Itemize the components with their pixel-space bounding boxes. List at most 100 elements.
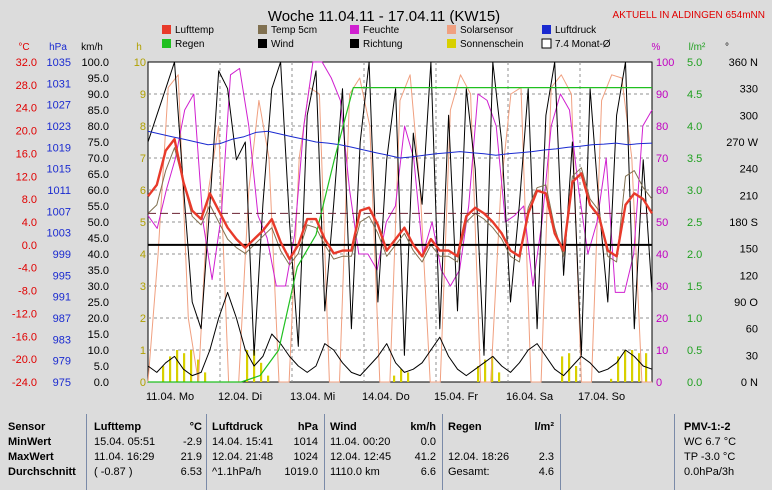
direction-tick-label: 30 [746,350,758,362]
x-tick-label: 17.04. So [578,391,625,403]
wind-tick-label: 15.0 [88,329,109,341]
direction-tick-label: 240 [740,164,758,176]
legend-label: Regen [175,39,204,50]
pressure-tick-label: 1023 [47,121,71,133]
temp-tick-label: 24.0 [16,103,37,115]
humidity-tick-label: 70 [656,153,668,165]
luftdruck-avg-value: 1019.0 [284,466,318,478]
humidity-tick-label: 80 [656,121,668,133]
pressure-tick-label: 1015 [47,164,71,176]
sun-tick-label: 4 [140,249,146,261]
series-layer [147,61,654,383]
lufttemp-max-value: 21.9 [180,451,202,463]
max-label: MaxWert [8,451,54,463]
lufttemp-avg-note: ( -0.87 ) [94,466,133,478]
pressure-tick-label: 1003 [47,228,71,240]
legend-label: Richtung [363,39,402,50]
luftdruck-unit: hPa [297,421,318,433]
lufttemp-column: Lufttemp °C 15.04. 05:51 -2.9 11.04. 16:29… [94,420,202,480]
humidity-tick-label: 40 [656,249,668,261]
sunshine-bar [610,378,613,382]
sun-tick-label: 2 [140,313,146,325]
wind-tick-label: 90.0 [88,89,109,101]
pressure-tick-label: 1035 [47,57,71,69]
wind-tick-label: 95.0 [88,73,109,85]
unit-percent: % [652,42,661,53]
sunshine-bar [190,350,193,382]
sensor-header: Sensor [8,421,46,433]
current-location-note: AKTUELL IN ALDINGEN 654mNN [613,10,765,21]
sunshine-bar [204,372,207,382]
wind-tick-label: 25.0 [88,297,109,309]
wind-min-time: 11.04. 00:20 [330,436,391,448]
legend-label: 7.4 Monat-Ø [555,39,611,50]
rain-tick-label: 1.0 [687,313,702,325]
sun-tick-label: 10 [134,57,146,69]
pressure-tick-label: 1011 [47,185,71,197]
wind-tick-label: 80.0 [88,121,109,133]
direction-tick-label: 330 [740,84,758,96]
x-tick-label: 11.04. Mo [146,391,194,403]
lufttemp-header: Lufttemp [94,421,142,433]
wind-tick-label: 0.0 [94,377,109,389]
x-axis-labels: 11.04. Mo 12.04. Di 13.04. Mi 14.04. Do 15.0… [146,391,625,403]
pressure-tick-label: 995 [53,270,71,282]
wind-tick-label: 85.0 [88,105,109,117]
unit-kmh: km/h [81,42,103,53]
temp-tick-label: 0.0 [22,240,37,252]
lufttemp-min-time: 15.04. 05:51 [94,436,156,448]
wind-distance: 1110.0 km [330,466,380,478]
legend-label: Luftdruck [555,25,597,36]
temp-tick-label: -20.0 [12,354,37,366]
legend-swatch [162,39,171,48]
x-tick-label: 16.04. Sa [506,391,554,403]
stats-table: Sensor MinWert MaxWert Durchschnitt Luft… [0,414,772,490]
x-tick-label: 14.04. Do [362,391,410,403]
pressure-line [147,130,653,159]
sunshine-bar [568,353,571,382]
wind-header: Wind [330,421,357,433]
sunshine-bar [638,353,641,382]
humidity-line [147,61,653,293]
rain-tick-label: 1.5 [687,281,702,293]
wind-tick-label: 55.0 [88,201,109,213]
sunshine-bar [645,353,648,382]
temp-tick-label: -4.0 [18,263,37,275]
sun-tick-label: 9 [140,89,146,101]
sun-tick-label: 8 [140,121,146,133]
sunshine-bar [477,366,480,382]
legend-swatch [162,25,171,34]
sunshine-bar [169,356,172,382]
pressure-tick-label: 987 [53,313,71,325]
temp-tick-label: 28.0 [16,80,37,92]
legend-swatch [447,25,456,34]
wind-tick-label: 35.0 [88,265,109,277]
unit-degrees: ° [725,42,729,53]
sunshine-bar [183,353,186,382]
legend-swatch [258,25,267,34]
regen-column: Regen l/m² 12.04. 18:26 2.3 Gesamt: 4.6 [448,420,554,480]
chart-legend: Lufttemp Temp 5cm Feuchte Solarsensor Luftdr… [162,25,611,50]
luftdruck-header: Luftdruck [212,421,263,433]
humidity-tick-label: 50 [656,217,668,229]
legend-label: Wind [271,39,294,50]
regen-total-value: 4.6 [538,466,554,478]
unit-hpa: hPa [49,42,67,53]
sunshine-bar [575,366,578,382]
temp-tick-label: 4.0 [22,217,37,229]
wind-unit: km/h [410,421,436,433]
wind-min-value: 0.0 [420,436,436,448]
temp-tick-label: 8.0 [22,194,37,206]
sunshine-bar [624,350,627,382]
sunshine-bar [162,366,165,382]
wind-avg-value: 6.6 [420,466,436,478]
legend-swatch [258,39,267,48]
pressure-tick-label: 975 [53,377,71,389]
x-tick-label: 13.04. Mi [290,391,335,403]
sunshine-bar [400,369,403,382]
pmv-pressure-trend: 0.0hPa/3h [684,466,735,478]
legend-label: Temp 5cm [271,25,317,36]
rain-tick-label: 0.0 [687,377,702,389]
luftdruck-column: Luftdruck hPa 14.04. 15:41 1014 12.04. 21:… [212,420,318,480]
rain-tick-label: 3.5 [687,153,702,165]
